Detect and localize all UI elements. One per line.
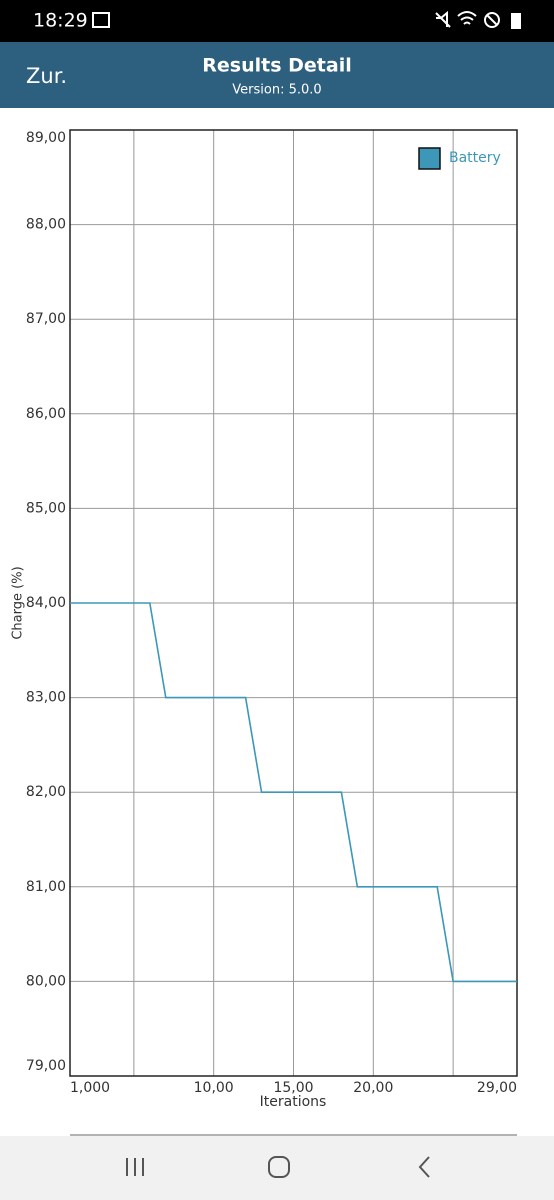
- y-tick-label: 85,00: [26, 500, 66, 516]
- y-tick-label: 87,00: [26, 311, 66, 327]
- dnd-icon: [484, 12, 500, 28]
- image-icon: [92, 12, 110, 28]
- x-axis-label: Iterations: [260, 1094, 327, 1110]
- y-tick-label: 79,00: [26, 1058, 66, 1074]
- app-header: [0, 42, 554, 108]
- y-tick-label: 86,00: [26, 406, 66, 422]
- status-time: 18:29: [33, 10, 88, 32]
- nav-home[interactable]: [268, 1156, 290, 1178]
- header-subtitle: Version: 5.0.0: [232, 83, 321, 98]
- dnd-slash: [486, 14, 498, 26]
- header-title: Results Detail: [202, 55, 351, 77]
- y-axis-label: Charge (%): [11, 566, 26, 639]
- mute-icon: [435, 10, 451, 28]
- chart: 79,00 80,00 81,00 82,00 83,00 84,00 85,00 86,00…: [11, 129, 518, 1110]
- y-tick-label: 81,00: [26, 879, 66, 895]
- legend-label: Battery: [449, 150, 501, 166]
- data-line: [70, 602, 517, 983]
- y-tick-label: 83,00: [26, 690, 66, 706]
- x-tick-label: 29,00: [477, 1080, 517, 1096]
- wifi-icon: [457, 11, 477, 25]
- y-tick-label: 82,00: [26, 784, 66, 800]
- x-tick-label: 10,00: [194, 1080, 234, 1096]
- nav-recents[interactable]: [126, 1158, 144, 1176]
- x-tick-label: 1,000: [70, 1080, 110, 1096]
- legend-swatch: [418, 147, 441, 170]
- x-tick-label: 20,00: [353, 1080, 393, 1096]
- y-tick-label: 80,00: [26, 973, 66, 989]
- battery-icon: [511, 13, 521, 29]
- nav-back[interactable]: [418, 1156, 430, 1178]
- back-button[interactable]: Zur.: [26, 64, 67, 88]
- x-tick-label: 15,00: [273, 1080, 313, 1096]
- y-tick-label: 84,00: [26, 595, 66, 611]
- y-tick-label: 88,00: [26, 217, 66, 233]
- y-tick-label: 89,00: [26, 130, 66, 146]
- nav-bar: [0, 1136, 554, 1200]
